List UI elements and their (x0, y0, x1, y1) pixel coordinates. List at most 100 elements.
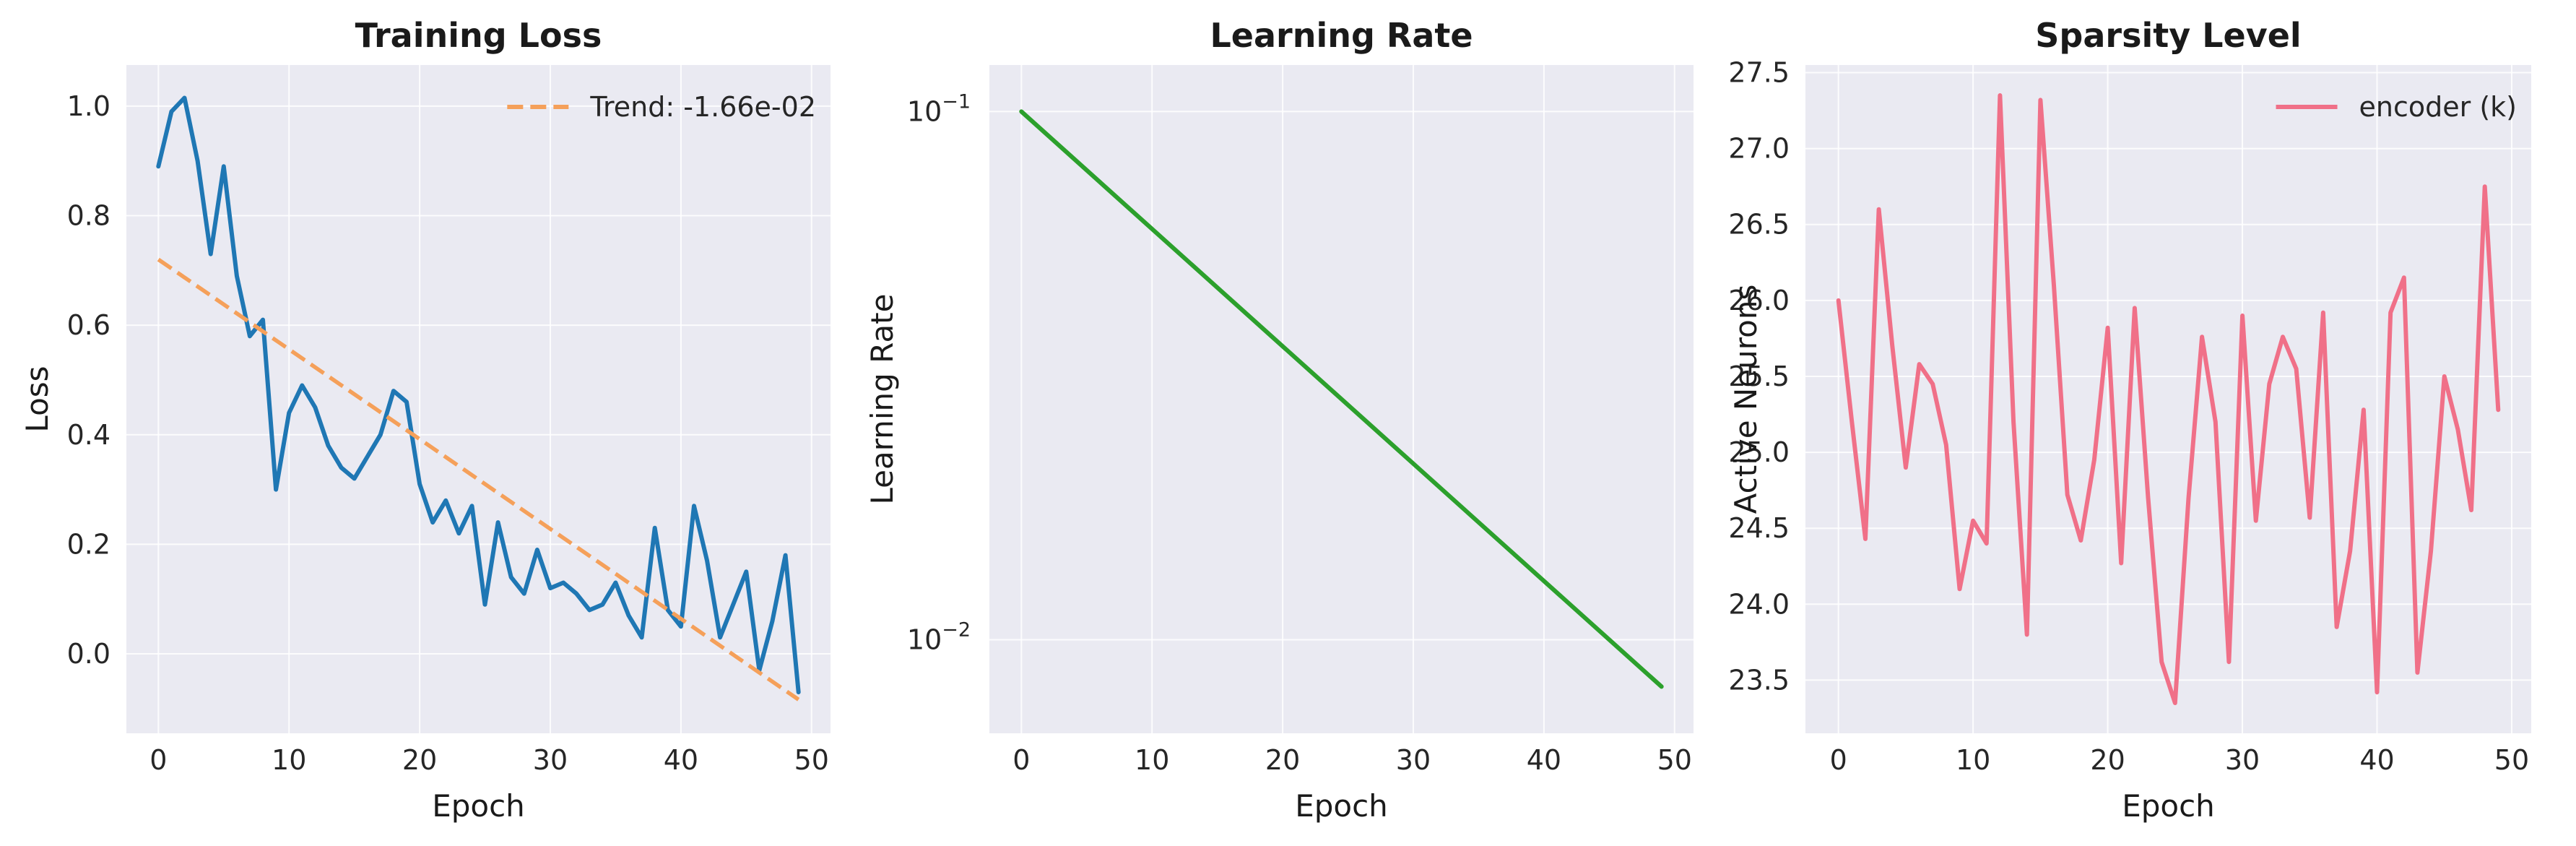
data-point (535, 548, 539, 552)
data-point (2078, 538, 2083, 543)
data-point (2307, 515, 2312, 519)
data-point (1957, 587, 1961, 591)
data-point (2348, 549, 2352, 553)
x-tick-label: 50 (1657, 744, 1692, 776)
data-point (679, 624, 683, 629)
data-point (509, 575, 513, 579)
data-point (692, 504, 696, 508)
data-point (2362, 407, 2366, 412)
panel-title: Learning Rate (1210, 16, 1473, 55)
data-point (548, 586, 552, 590)
data-point (2415, 670, 2419, 675)
data-point (430, 520, 435, 525)
data-point (443, 498, 448, 503)
data-point (248, 334, 252, 338)
x-axis-label: Epoch (2122, 788, 2215, 824)
data-point (365, 454, 370, 459)
data-point (718, 635, 722, 639)
x-tick-label: 30 (533, 744, 568, 776)
data-point (339, 465, 344, 470)
data-point (1917, 362, 1922, 366)
data-point (417, 482, 422, 486)
data-point (574, 592, 578, 596)
data-point (1890, 344, 1894, 348)
y-tick-label: 0.6 (67, 309, 110, 341)
data-point (2267, 381, 2271, 386)
y-tick-label: 27.0 (1728, 133, 1790, 165)
data-point (1944, 443, 1948, 447)
data-point (797, 697, 801, 702)
data-point (2159, 660, 2164, 664)
plot-area (126, 65, 831, 733)
y-tick-label-base: 10 (907, 623, 942, 655)
data-point (1836, 298, 1841, 303)
data-point (2025, 632, 2029, 636)
data-point (1930, 381, 1935, 386)
data-point (587, 608, 591, 612)
series-line-1 (1019, 109, 1664, 689)
y-axis-label: Learning Rate (864, 294, 900, 505)
panel-title: Sparsity Level (2035, 16, 2301, 55)
series-line-1 (1836, 93, 2501, 705)
y-tick-label: 24.0 (1728, 588, 1790, 620)
y-tick-label-exponent: −1 (942, 90, 971, 113)
x-axis-label: Epoch (1295, 788, 1388, 824)
data-point (1985, 541, 1989, 545)
data-point (209, 252, 213, 256)
data-point (2200, 334, 2204, 339)
y-tick-label: 26.5 (1728, 209, 1790, 241)
y-tick-label: 27.5 (1728, 57, 1790, 89)
data-point (1660, 684, 1664, 689)
x-tick-label: 40 (1527, 744, 1561, 776)
data-point (797, 690, 801, 694)
data-point (2375, 690, 2380, 694)
data-point (2455, 428, 2460, 432)
data-point (274, 488, 278, 492)
x-tick-label: 0 (149, 744, 167, 776)
y-tick-label: 0.8 (67, 200, 110, 232)
data-point (156, 257, 160, 262)
data-point (2483, 184, 2487, 189)
y-tick-label: 26.0 (1728, 285, 1790, 316)
data-point (300, 384, 304, 388)
data-point (2133, 306, 2137, 310)
data-point (496, 520, 500, 525)
panel-3: 0 10 20 30 40 50 23.5 24.0 24.5 25.0 25.5 26.0 26.5 2… (1728, 16, 2531, 824)
x-tick-label: 20 (1265, 744, 1300, 776)
x-tick-label: 10 (1135, 744, 1169, 776)
x-tick-label: 50 (794, 744, 829, 776)
data-point (613, 580, 617, 584)
data-point (391, 389, 396, 393)
data-point (2321, 311, 2325, 315)
data-point (326, 444, 330, 448)
data-point (2335, 625, 2339, 629)
data-point (287, 410, 291, 415)
y-axis-label: Active Neurons (1728, 285, 1764, 514)
data-point (2254, 519, 2258, 523)
y-tick-label: 0.4 (67, 419, 110, 451)
data-point (469, 504, 474, 508)
data-point (2092, 458, 2096, 462)
data-point (2429, 549, 2433, 553)
y-tick-label: 25.0 (1728, 436, 1790, 468)
data-point (222, 164, 226, 168)
y-tick-label: 0.0 (67, 638, 110, 670)
data-point (2119, 561, 2123, 566)
x-tick-label: 20 (2090, 744, 2125, 776)
data-point (261, 318, 265, 322)
data-point (2011, 420, 2016, 424)
x-tick-label: 30 (2225, 744, 2260, 776)
data-point (404, 400, 409, 404)
data-point (2106, 326, 2110, 330)
data-point (2226, 660, 2231, 664)
series-line-1 (156, 95, 801, 695)
data-point (313, 405, 317, 410)
data-point (483, 603, 487, 607)
x-tick-label: 10 (272, 744, 306, 776)
y-tick-label: 23.5 (1728, 664, 1790, 696)
x-tick-label: 20 (402, 744, 437, 776)
legend-label: Trend: -1.66e-02 (589, 91, 816, 123)
data-point (182, 95, 186, 100)
data-point (196, 159, 200, 163)
